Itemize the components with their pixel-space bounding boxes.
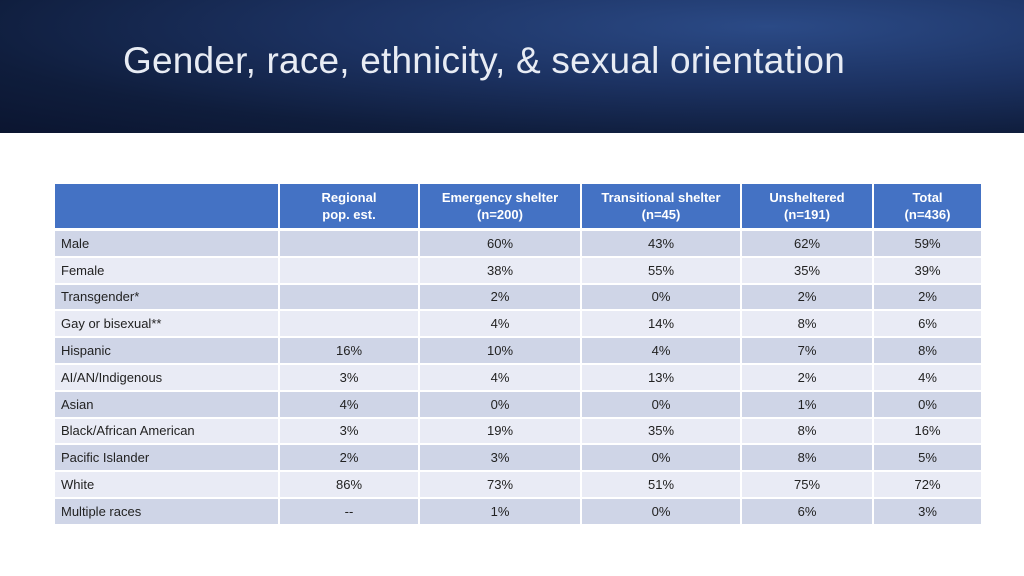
table-cell: 19%	[418, 416, 581, 445]
table-cell: 72%	[872, 470, 981, 498]
column-header-line: (n=191)	[784, 207, 830, 222]
table-cell: 16%	[872, 416, 981, 445]
table-cell: 16%	[278, 336, 419, 364]
table-cell: 3%	[872, 496, 981, 524]
table-cell: 4%	[278, 389, 419, 418]
table-cell: 75%	[740, 470, 873, 498]
table-cell: 14%	[580, 309, 741, 338]
column-header-line: Transitional shelter	[601, 190, 721, 205]
table-cell: 0%	[580, 282, 741, 311]
table-cell: 6%	[740, 496, 873, 524]
column-header-line: Regional	[321, 190, 377, 205]
table-cell	[278, 255, 419, 284]
column-header-line: (n=436)	[904, 207, 951, 222]
table-row: Female 38% 55% 35% 39%	[55, 255, 981, 284]
table-cell: 3%	[278, 416, 419, 445]
table-cell: 73%	[418, 470, 581, 498]
table-cell: 39%	[872, 255, 981, 284]
table-cell: 35%	[740, 255, 873, 284]
row-label: AI/AN/Indigenous	[55, 362, 279, 391]
table-cell: 2%	[278, 443, 419, 472]
demographics-table: Regional pop. est. Emergency shelter (n=200…	[55, 184, 981, 524]
table-cell: 0%	[580, 443, 741, 472]
table-cell: 2%	[740, 282, 873, 311]
table-cell: 86%	[278, 470, 419, 498]
table-cell: 62%	[740, 228, 873, 257]
row-label: Multiple races	[55, 496, 279, 524]
table-cell	[278, 228, 419, 257]
column-header: Transitional shelter (n=45)	[580, 184, 741, 231]
table-row: Transgender* 2% 0% 2% 2%	[55, 282, 981, 311]
column-header	[55, 184, 279, 231]
table-row: Asian 4% 0% 0% 1% 0%	[55, 389, 981, 418]
table-cell: 8%	[740, 443, 873, 472]
table-cell: 4%	[580, 336, 741, 364]
column-header-line: (n=200)	[477, 207, 523, 222]
table-cell: 0%	[580, 389, 741, 418]
row-label: Asian	[55, 389, 279, 418]
column-header: Emergency shelter (n=200)	[418, 184, 581, 231]
table-cell: 4%	[418, 362, 581, 391]
table-cell: 60%	[418, 228, 581, 257]
row-label: Hispanic	[55, 336, 279, 364]
table-cell: 2%	[740, 362, 873, 391]
column-header-line: Unsheltered	[769, 190, 845, 205]
table-cell: 35%	[580, 416, 741, 445]
column-header-line: (n=45)	[641, 207, 681, 222]
column-header-line: pop. est.	[322, 207, 376, 222]
table-cell	[278, 282, 419, 311]
column-header: Unsheltered (n=191)	[740, 184, 873, 231]
column-header-line: Emergency shelter	[441, 190, 559, 205]
row-label: Male	[55, 228, 279, 257]
table-cell: 1%	[418, 496, 581, 524]
table-cell: 1%	[740, 389, 873, 418]
row-label: Transgender*	[55, 282, 279, 311]
table-cell: 59%	[872, 228, 981, 257]
table-cell	[278, 309, 419, 338]
title-banner	[0, 0, 1024, 133]
table-cell: 0%	[580, 496, 741, 524]
table-row: Gay or bisexual** 4% 14% 8% 6%	[55, 309, 981, 338]
table-cell: 8%	[740, 416, 873, 445]
table-cell: 4%	[418, 309, 581, 338]
column-header: Total (n=436)	[872, 184, 981, 231]
table-row: Male 60% 43% 62% 59%	[55, 228, 981, 257]
table-cell: 3%	[278, 362, 419, 391]
table-cell: 10%	[418, 336, 581, 364]
table-cell: 5%	[872, 443, 981, 472]
table-header-row: Regional pop. est. Emergency shelter (n=200…	[55, 184, 981, 231]
column-header: Regional pop. est.	[278, 184, 419, 231]
row-label: Gay or bisexual**	[55, 309, 279, 338]
table-row: Pacific Islander 2% 3% 0% 8% 5%	[55, 443, 981, 472]
table-cell: 7%	[740, 336, 873, 364]
table-row: Multiple races -- 1% 0% 6% 3%	[55, 496, 981, 524]
table-cell: 0%	[418, 389, 581, 418]
table-cell: 6%	[872, 309, 981, 338]
row-label: White	[55, 470, 279, 498]
table-cell: --	[278, 496, 419, 524]
row-label: Female	[55, 255, 279, 284]
table-row: White 86% 73% 51% 75% 72%	[55, 470, 981, 498]
table-cell: 51%	[580, 470, 741, 498]
table-cell: 13%	[580, 362, 741, 391]
row-label: Pacific Islander	[55, 443, 279, 472]
table-cell: 4%	[872, 362, 981, 391]
column-header-line: Total	[912, 190, 943, 205]
table-cell: 0%	[872, 389, 981, 418]
table-cell: 55%	[580, 255, 741, 284]
table-row: Black/African American 3% 19% 35% 8% 16%	[55, 416, 981, 445]
table-row: Hispanic 16% 10% 4% 7% 8%	[55, 336, 981, 364]
table-cell: 2%	[872, 282, 981, 311]
table-cell: 2%	[418, 282, 581, 311]
slide-title: Gender, race, ethnicity, & sexual orient…	[123, 40, 845, 81]
table-cell: 8%	[740, 309, 873, 338]
table-cell: 8%	[872, 336, 981, 364]
table-cell: 38%	[418, 255, 581, 284]
table-cell: 43%	[580, 228, 741, 257]
table-row: AI/AN/Indigenous 3% 4% 13% 2% 4%	[55, 362, 981, 391]
row-label: Black/African American	[55, 416, 279, 445]
table-cell: 3%	[418, 443, 581, 472]
